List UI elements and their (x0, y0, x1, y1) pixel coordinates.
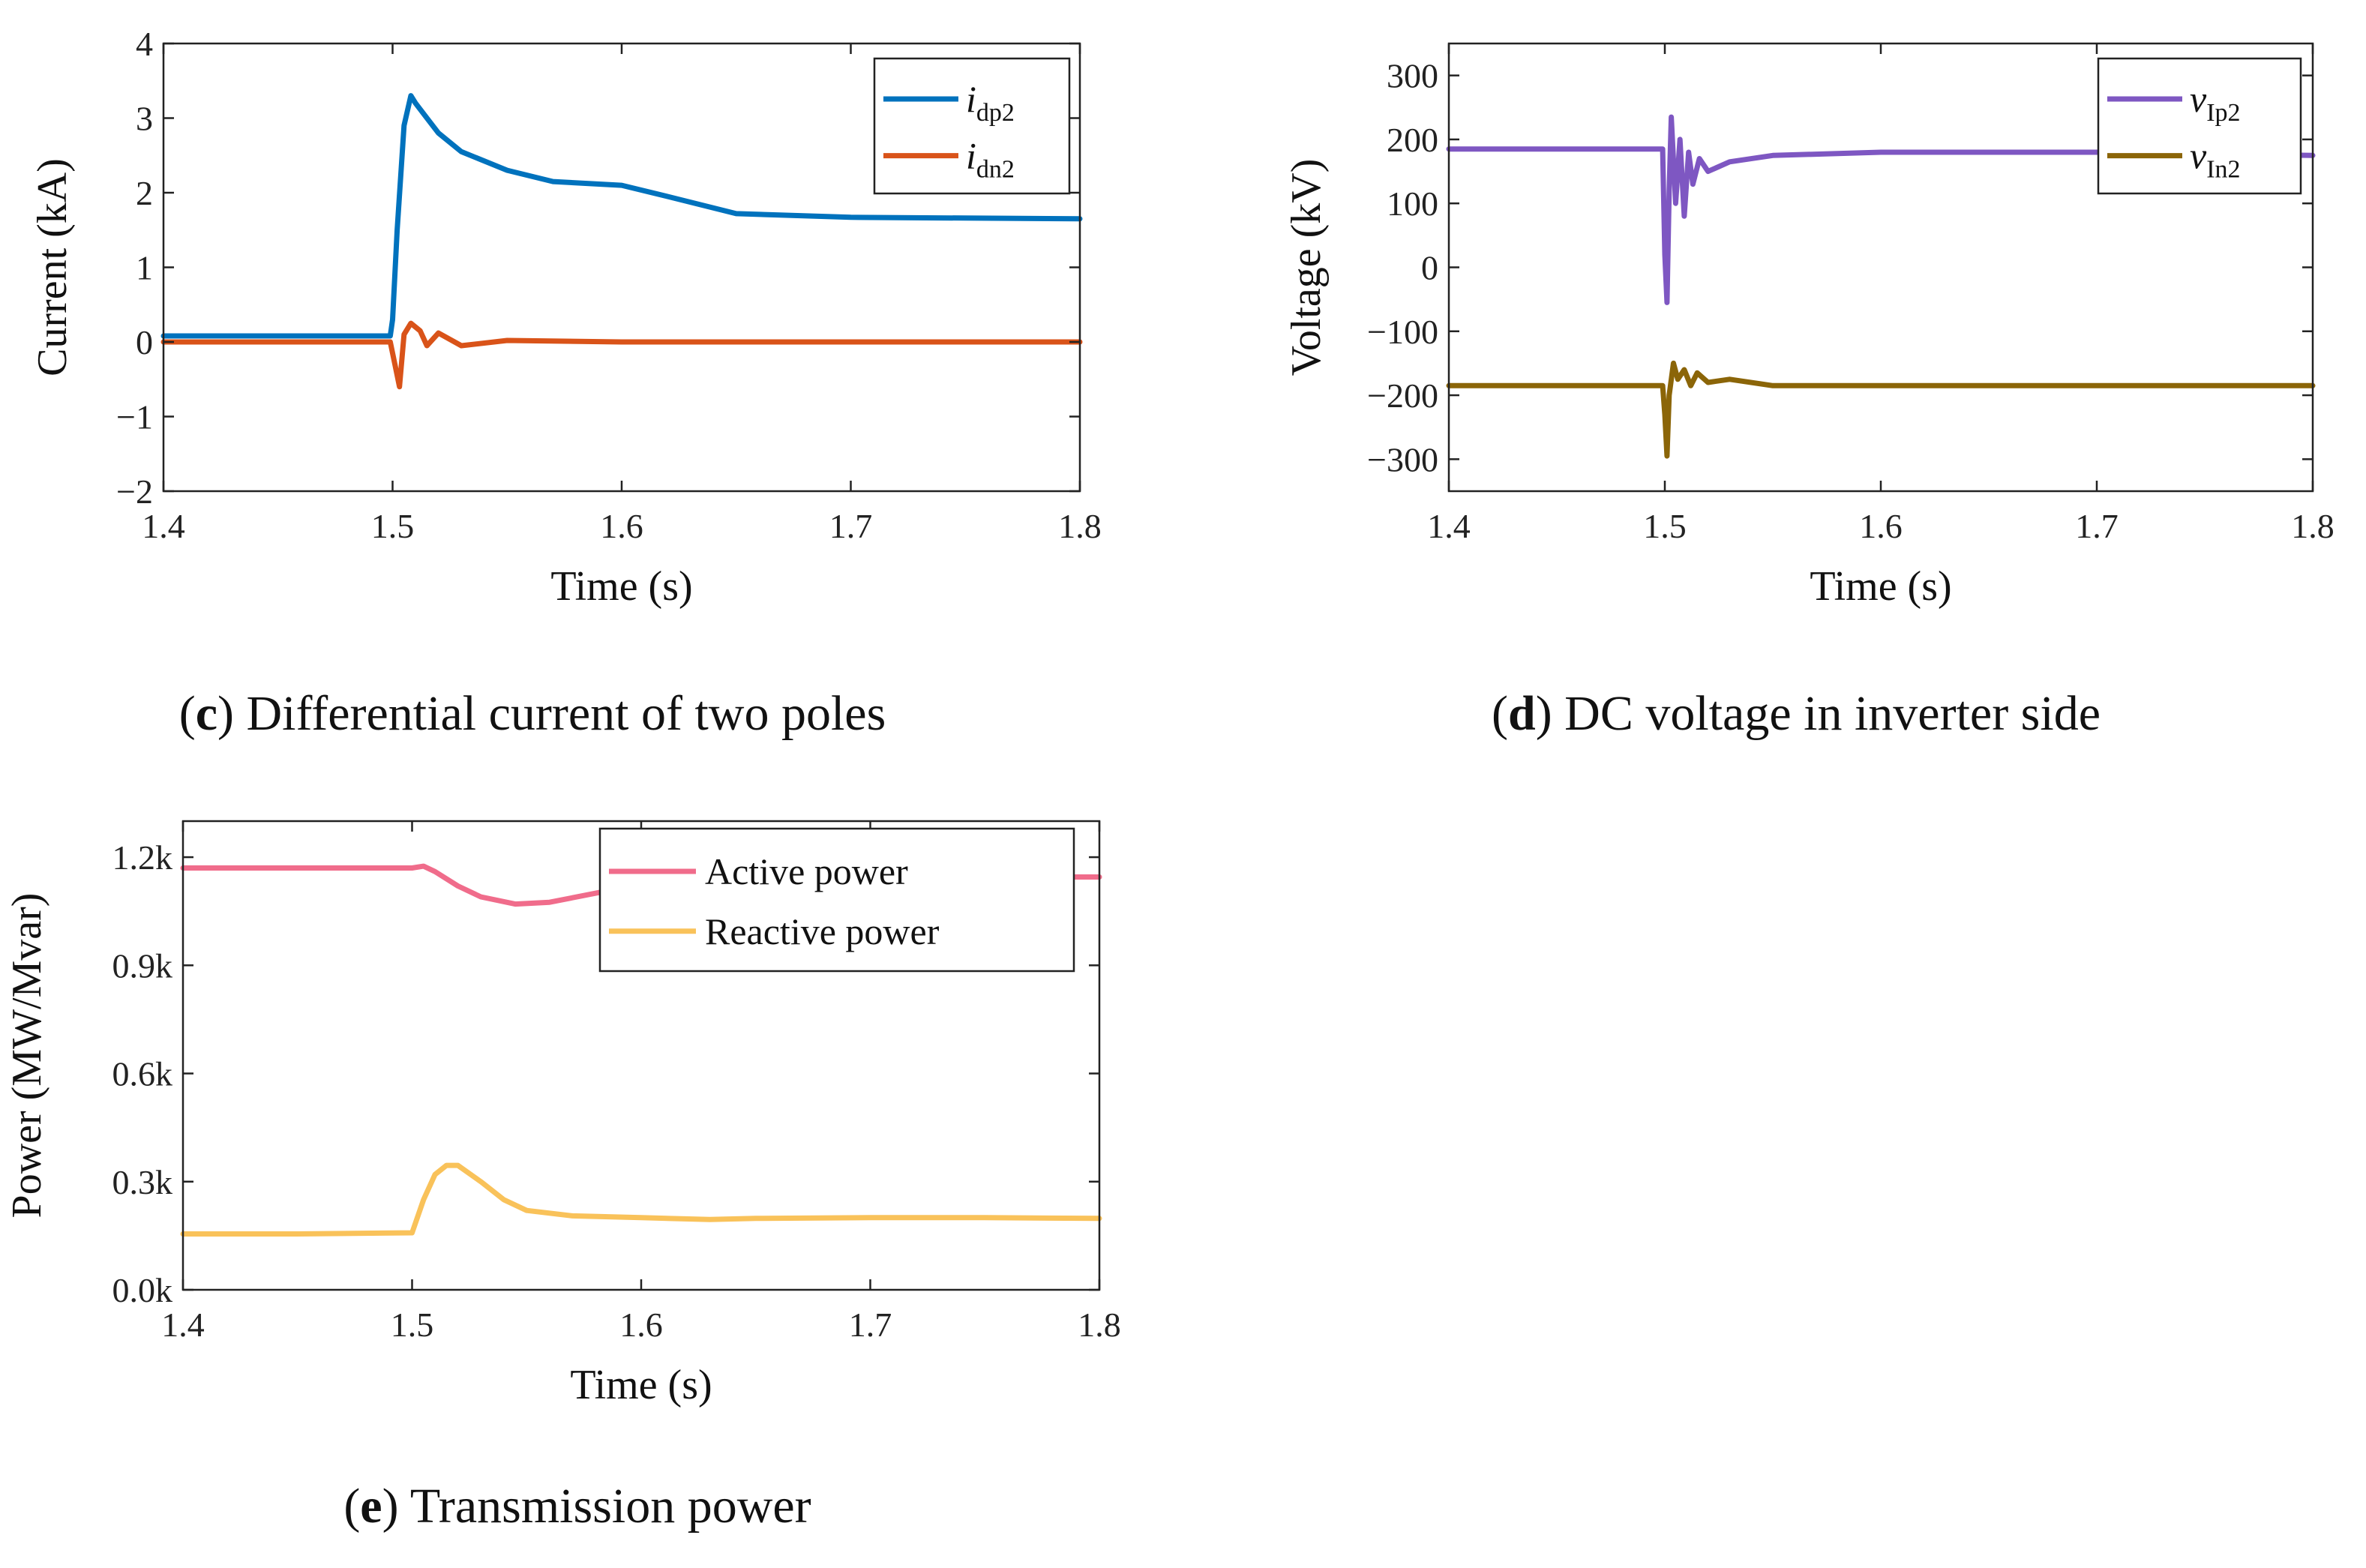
y-tick-label: 300 (1387, 57, 1438, 95)
x-tick-label: 1.5 (1643, 507, 1687, 545)
y-tick-label: 0 (136, 323, 153, 361)
series-line-e-1 (180, 1162, 1102, 1237)
legend-box-d (2097, 57, 2302, 195)
chart-panel-d: 1.4 1.5 1.6 1.7 1.8 −300 −200 −100 0 100 200 300 Tim… (1283, 42, 2335, 610)
series-line-c-1 (160, 320, 1083, 390)
y-axis-label-c: Current (kA) (29, 158, 76, 376)
y-tick-label: −300 (1367, 440, 1438, 478)
y-tick-label: 200 (1387, 121, 1438, 159)
caption-c: (c) Differential current of two poles (179, 686, 886, 741)
legend-label-c-1: idn2 (966, 135, 1015, 184)
series-line-d-1 (1446, 360, 2316, 459)
x-tick-label: 1.6 (600, 507, 643, 545)
y-tick-label: 2 (136, 174, 153, 212)
x-tick-label: 1.7 (829, 507, 873, 545)
x-tick-label: 1.4 (142, 507, 185, 545)
x-tick-label: 1.6 (619, 1306, 663, 1344)
x-axis-label-e: Time (s) (570, 1362, 712, 1408)
x-tick-label: 1.7 (2075, 507, 2119, 545)
chart-panel-c: 1.4 1.5 1.6 1.7 1.8 −2 −1 0 1 2 3 4 Time (s) Current … (29, 25, 1102, 610)
x-tick-label: 1.8 (1078, 1306, 1121, 1344)
series-line-c-0 (160, 93, 1083, 339)
x-tick-label: 1.8 (1058, 507, 1102, 545)
legend-box-e (598, 827, 1075, 973)
legend-label-d-1: vIn2 (2190, 135, 2241, 184)
y-tick-label: 4 (136, 25, 153, 63)
x-tick-label: 1.7 (849, 1306, 892, 1344)
legend-label-e-1: Reactive power (705, 910, 940, 952)
caption-e: (e) Transmission power (343, 1479, 811, 1534)
x-tick-label: 1.8 (2291, 507, 2335, 545)
chart-panel-e: 1.4 1.5 1.6 1.7 1.8 0.0k 0.3k 0.6k 0.9k 1.2k Time … (4, 820, 1121, 1408)
legend-box-c (873, 57, 1071, 195)
y-tick-label: −1 (116, 398, 153, 436)
x-tick-label: 1.4 (161, 1306, 205, 1344)
series-line-d-0 (1446, 114, 2316, 305)
x-tick-label: 1.5 (371, 507, 415, 545)
y-tick-label: 3 (136, 100, 153, 138)
x-axis-label-c: Time (s) (550, 563, 692, 610)
y-axis-label-d: Voltage (kV) (1283, 159, 1330, 376)
y-tick-label: 0.6k (112, 1055, 173, 1093)
x-tick-label: 1.6 (1859, 507, 1903, 545)
legend-label-c-0: idp2 (966, 78, 1015, 127)
x-axis-label-d: Time (s) (1810, 563, 1951, 610)
y-tick-label: −100 (1367, 313, 1438, 351)
x-tick-label: 1.4 (1427, 507, 1471, 545)
x-tick-label: 1.5 (391, 1306, 434, 1344)
y-tick-label: 0 (1421, 249, 1438, 287)
y-tick-label: 100 (1387, 184, 1438, 223)
y-tick-label: 0.3k (112, 1163, 173, 1201)
y-axis-label-e: Power (MW/Mvar) (4, 893, 50, 1219)
y-tick-label: 1 (136, 249, 153, 287)
legend-label-d-0: vIp2 (2190, 78, 2241, 127)
y-tick-label: 0.9k (112, 946, 173, 985)
caption-d: (d) DC voltage in inverter side (1492, 686, 2101, 741)
y-tick-label: −200 (1367, 376, 1438, 415)
y-tick-label: 1.2k (112, 838, 173, 877)
legend-label-e-0: Active power (705, 850, 908, 892)
y-tick-label: −2 (116, 472, 153, 511)
y-tick-label: 0.0k (112, 1271, 173, 1309)
